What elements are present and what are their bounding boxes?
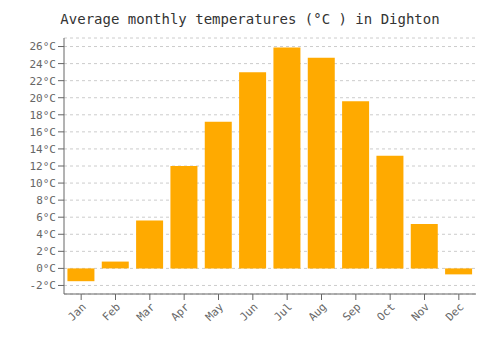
svg-text:Aug: Aug: [306, 300, 329, 323]
svg-text:10°C: 10°C: [30, 177, 57, 190]
svg-text:0°C: 0°C: [36, 262, 56, 275]
svg-text:Jun: Jun: [237, 300, 260, 323]
svg-text:24°C: 24°C: [30, 58, 57, 71]
svg-text:Jan: Jan: [66, 300, 89, 323]
svg-text:26°C: 26°C: [30, 40, 57, 53]
svg-text:20°C: 20°C: [30, 92, 57, 105]
svg-text:18°C: 18°C: [30, 109, 57, 122]
svg-text:14°C: 14°C: [30, 143, 57, 156]
svg-text:4°C: 4°C: [36, 228, 56, 241]
svg-text:Nov: Nov: [409, 300, 433, 324]
svg-text:-2°C: -2°C: [30, 279, 57, 292]
svg-text:2°C: 2°C: [36, 245, 56, 258]
svg-text:Feb: Feb: [100, 300, 123, 323]
svg-text:May: May: [203, 300, 227, 324]
svg-text:Dec: Dec: [443, 300, 466, 323]
svg-text:Apr: Apr: [169, 300, 193, 324]
svg-text:Jul: Jul: [272, 300, 295, 323]
svg-text:Mar: Mar: [134, 300, 158, 324]
html-text:Average monthly temperatures (: Average monthly temperatures (°C ) in Di…: [60, 11, 440, 27]
svg-text:Oct: Oct: [375, 300, 398, 323]
svg-text:Sep: Sep: [340, 300, 363, 323]
svg-text:6°C: 6°C: [36, 211, 56, 224]
svg-text:8°C: 8°C: [36, 194, 56, 207]
svg-text:12°C: 12°C: [30, 160, 57, 173]
svg-text:22°C: 22°C: [30, 75, 57, 88]
svg-text:16°C: 16°C: [30, 126, 57, 139]
